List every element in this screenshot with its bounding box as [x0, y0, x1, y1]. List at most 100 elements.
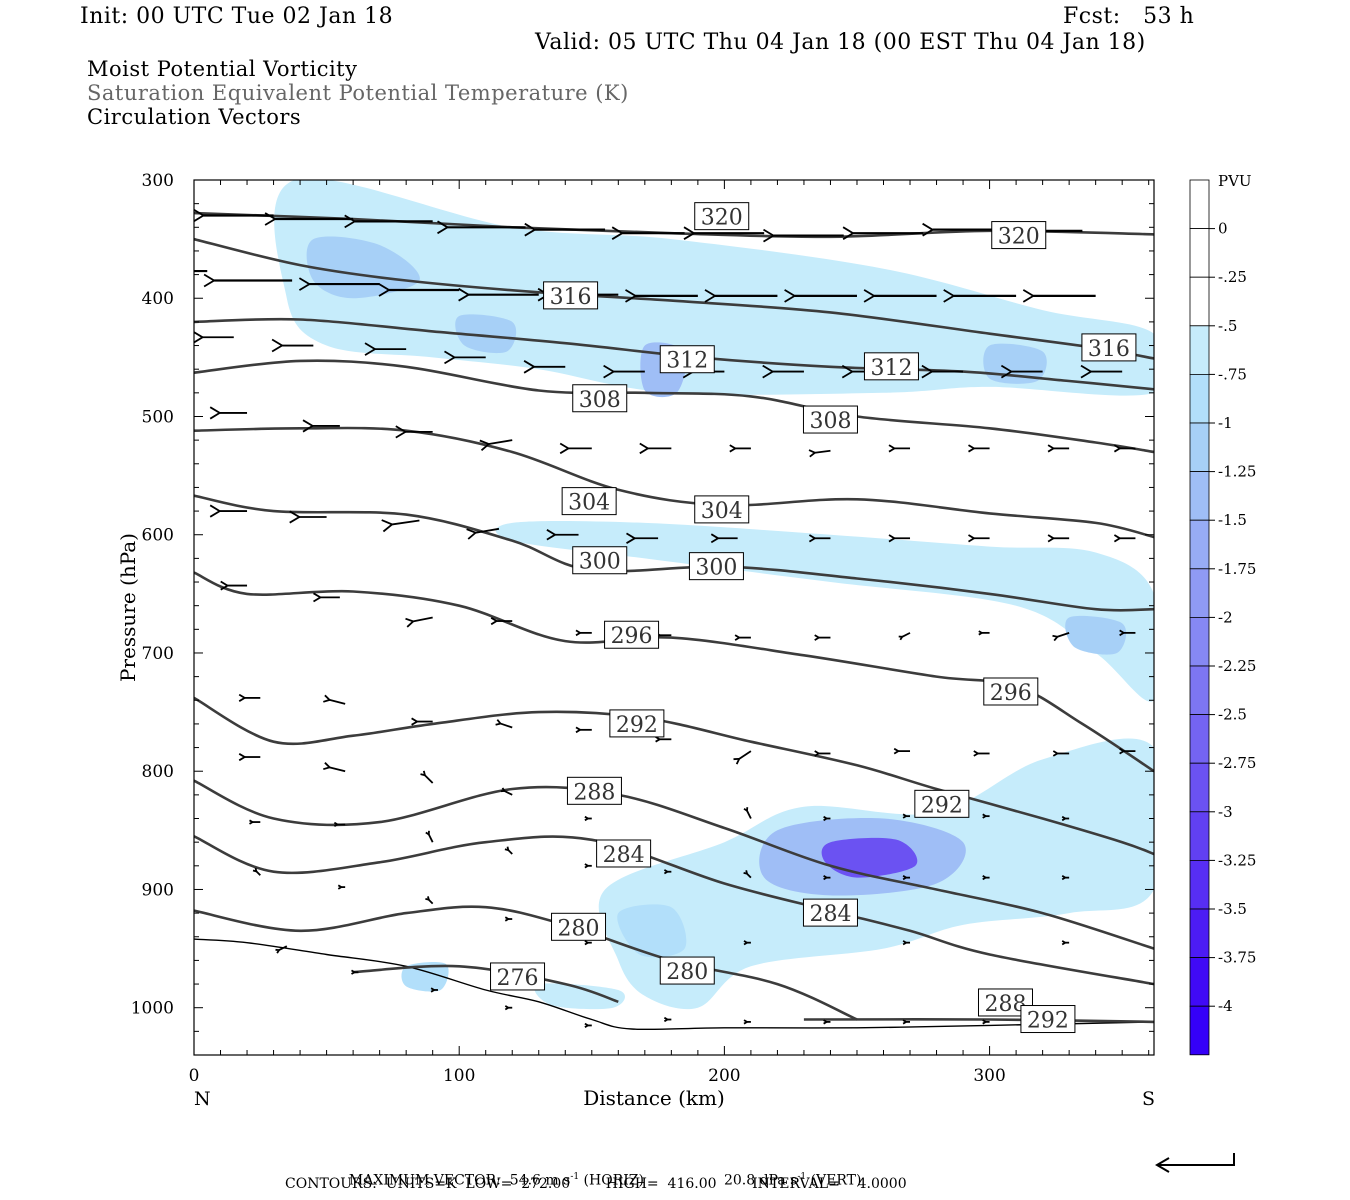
- wind-vector-9: [842, 226, 924, 240]
- wind-vector-47: [1113, 444, 1136, 453]
- wind-vector-73: [323, 694, 346, 705]
- pv-region-11: [401, 961, 449, 992]
- y-axis-label: Pressure (hPa): [116, 533, 140, 682]
- wind-vector-81: [973, 750, 990, 757]
- wind-vector-43: [808, 449, 831, 458]
- x-tick-label-200: 200: [708, 1066, 740, 1086]
- y-tick-label-300: 300: [142, 171, 174, 191]
- wind-vector-4: [437, 220, 526, 235]
- wind-vector-71: [1119, 629, 1136, 637]
- colorbar-box-9: [1189, 617, 1210, 667]
- colorbar-title: PVU: [1218, 172, 1252, 190]
- wind-vector-115: [430, 987, 438, 993]
- wind-vector-46: [1047, 444, 1070, 453]
- contour-288-8: [194, 779, 1154, 950]
- wind-vector-88: [584, 815, 592, 822]
- contour-label-box-1-1: [1081, 333, 1137, 362]
- wind-vector-38: [395, 425, 433, 439]
- field-title-mpv: Moist Potential Vorticity: [87, 57, 358, 81]
- wind-vector-45: [968, 444, 990, 453]
- wind-vector-68: [898, 632, 911, 641]
- wind-vector-10: [922, 222, 1003, 237]
- colorbar-label-11: -2.75: [1218, 754, 1256, 772]
- contour-label-292: 292: [1027, 1009, 1069, 1034]
- wind-vector-13: [203, 273, 293, 288]
- wind-vector-23: [1022, 289, 1096, 303]
- wind-vector-108: [504, 916, 513, 922]
- colorbar-label-6: -1.5: [1218, 511, 1247, 529]
- colorbar-box-13: [1189, 811, 1210, 861]
- colorbar-box-8: [1189, 568, 1210, 618]
- colorbar-label-16: -4: [1218, 997, 1233, 1015]
- wind-vector-116: [504, 1005, 513, 1011]
- wind-vector-110: [743, 940, 751, 946]
- vert-label: (VERT): [806, 1172, 862, 1189]
- contour-label-box-3-1: [802, 405, 858, 434]
- wind-vector-122: [982, 1019, 990, 1025]
- contour-label-292: 292: [616, 713, 658, 738]
- wind-vector-27: [444, 350, 486, 365]
- wind-vector-111: [902, 940, 911, 946]
- wind-vector-20: [784, 289, 857, 303]
- contour-304-4: [194, 426, 1154, 539]
- colorbar-box-6: [1189, 471, 1210, 521]
- wind-vector-92: [982, 813, 990, 819]
- wind-vector-25: [271, 338, 314, 353]
- wind-vector-95: [333, 821, 346, 827]
- pv-region-6: [1065, 615, 1127, 655]
- wind-vector-22: [943, 289, 1017, 303]
- contour-info: CONTOURS: UNITS=K LOW= 272.00 HIGH= 416.…: [285, 1176, 907, 1192]
- wind-vector-98: [584, 863, 592, 869]
- wind-vector-55: [808, 534, 831, 543]
- vert-unit-exp: -1: [797, 1172, 807, 1182]
- wind-vector-112: [1061, 940, 1070, 946]
- contour-label-276: 276: [497, 966, 539, 991]
- y-tick-label-400: 400: [142, 289, 174, 309]
- contour-label-box-10-0: [551, 912, 607, 941]
- wind-vector-85: [323, 762, 346, 773]
- colorbar-label-15: -3.75: [1218, 949, 1256, 967]
- colorbar-label-10: -2.5: [1218, 706, 1247, 724]
- wind-vector-29: [603, 364, 645, 379]
- colorbar-label-13: -3.25: [1218, 851, 1256, 869]
- colorbar-box-7: [1189, 519, 1210, 570]
- wind-vector-69: [978, 630, 990, 636]
- wind-vector-107: [425, 896, 434, 905]
- contour-label-300: 300: [579, 550, 621, 575]
- contour-label-320: 320: [701, 206, 743, 231]
- pv-region-1: [306, 236, 420, 299]
- colorbar-label-5: -1.25: [1218, 463, 1256, 481]
- wind-vector-21: [863, 289, 937, 303]
- colorbar-label-12: -3: [1218, 803, 1233, 821]
- wind-vector-60: [220, 580, 248, 591]
- wind-vector-86: [420, 770, 434, 784]
- x-axis-label: Distance (km): [583, 1086, 725, 1110]
- wind-vector-40: [559, 442, 592, 455]
- valid-time: Valid: 05 UTC Thu 04 Jan 18 (00 EST Thu …: [535, 30, 1146, 55]
- wind-vector-76: [575, 726, 592, 734]
- contour-292-7: [194, 696, 1154, 856]
- wind-vector-75: [495, 719, 513, 729]
- wind-vector-61: [313, 592, 340, 603]
- max-vector-text: MAXIMUM VECTOR: 54.6 m s-1 (HORIZ) 20.8 d…: [340, 1156, 862, 1189]
- contour-label-300: 300: [695, 556, 737, 581]
- wind-vector-58: [1047, 534, 1070, 543]
- colorbar-box-17: [1189, 1005, 1210, 1056]
- colorbar-box-11: [1189, 714, 1210, 764]
- wind-vector-63: [490, 617, 513, 626]
- wind-vector-114: [351, 969, 359, 975]
- wind-vector-62: [405, 616, 433, 628]
- contour-label-288: 288: [984, 992, 1026, 1017]
- wind-vector-94: [249, 819, 261, 825]
- contour-label-304: 304: [701, 499, 743, 524]
- contour-label-320: 320: [998, 225, 1040, 250]
- wind-vector-99: [663, 869, 672, 875]
- contour-label-box-4-1: [694, 495, 750, 524]
- wind-vector-121: [902, 1019, 911, 1025]
- wind-vector-77: [655, 736, 672, 743]
- colorbar-box-12: [1189, 762, 1210, 813]
- wind-vector-103: [982, 875, 990, 881]
- wind-vector-89: [743, 807, 752, 819]
- x-end-label-south: S: [1142, 1088, 1155, 1110]
- wind-vector-3: [344, 214, 433, 229]
